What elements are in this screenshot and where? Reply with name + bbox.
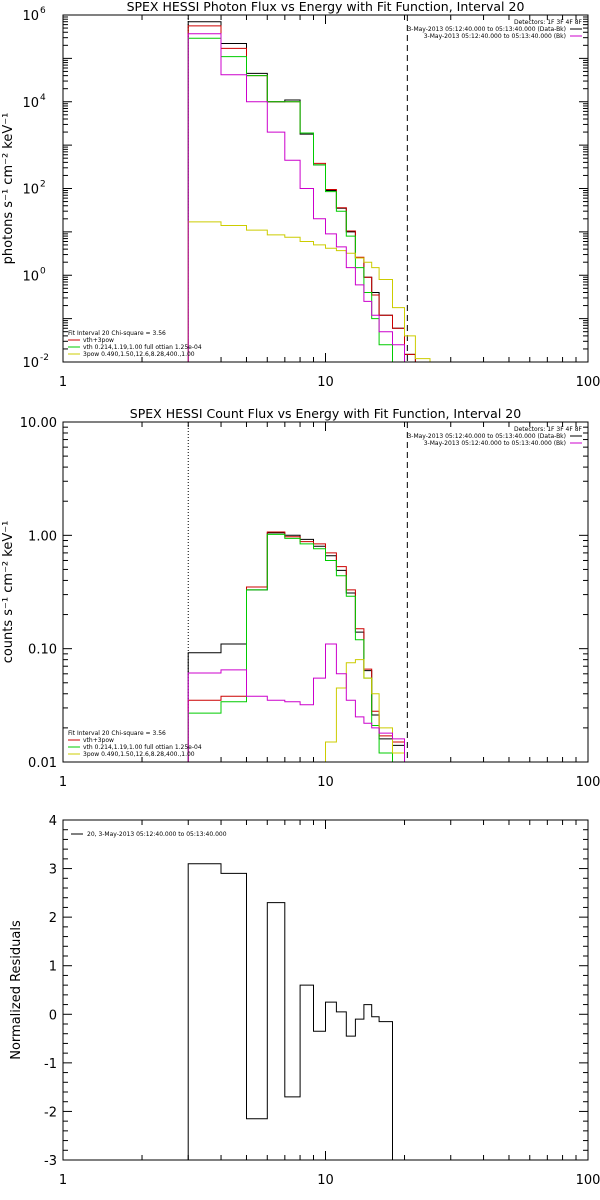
plot-area	[187, 863, 393, 1160]
x-tick-label: 100	[576, 775, 600, 790]
series-2-line	[187, 25, 416, 362]
legend-bottom-entry: vth 0.214,1.19,1.00 full ottian 1.25e-04	[83, 344, 202, 351]
legend-bottom-entry: vth 0.214,1.19,1.00 full ottian 1.25e-04	[83, 744, 202, 751]
y-tick-label: 10	[22, 269, 39, 284]
plot-frame	[62, 14, 589, 363]
plot-frame	[62, 819, 589, 1161]
y-axis-label: Normalized Residuals	[9, 920, 24, 1060]
series-5-line	[187, 33, 431, 362]
y-tick-label: 4	[49, 814, 57, 829]
y-tick-label: -2	[44, 1105, 57, 1120]
plot-area	[187, 531, 405, 762]
y-tick-label: 0	[49, 1008, 57, 1023]
y-tick-label: 10	[22, 356, 39, 371]
y-tick-exponent: 4	[40, 93, 46, 103]
y-tick-exponent: 2	[40, 180, 46, 190]
legend-bottom-entry: 3pow 0.490,1.50,12.6,8.28,400.,1.00	[83, 751, 195, 758]
legend-top-entry: Detectors: 1F 3F 4F 8F	[514, 19, 583, 26]
legend-top-entry: 3-May-2013 05:12:40.000 to 05:13:40.000 …	[407, 433, 566, 440]
legend-bottom-entry: Fit Interval 20 Chi-square = 3.56	[68, 330, 166, 337]
x-tick-label: 10	[317, 1173, 334, 1188]
chart-title: SPEX HESSI Photon Flux vs Energy with Fi…	[127, 0, 525, 14]
legend-top-entry: 3-May-2013 05:12:40.000 to 05:13:40.000 …	[407, 26, 566, 33]
x-tick-label: 100	[576, 1173, 600, 1188]
y-tick-label: 10.00	[20, 416, 57, 431]
series-3-line	[187, 37, 393, 362]
y-tick-label: 10	[22, 96, 39, 111]
legend-bottom-entry: 3pow 0.490,1.50,12.6,8.28,400.,1.00	[83, 351, 195, 358]
plot-area	[187, 21, 431, 362]
y-tick-label: 0.10	[28, 643, 57, 658]
y-axis-label: counts s⁻¹ cm⁻² keV⁻¹	[1, 521, 16, 664]
chart-panel-1: SPEX HESSI Photon Flux vs Energy with Fi…	[1, 0, 600, 390]
y-tick-exponent: 6	[40, 6, 46, 16]
legend-bottom-entry: vth+3pow	[83, 737, 114, 744]
y-tick-label: 1	[49, 960, 57, 975]
y-axis-label: photons s⁻¹ cm⁻² keV⁻¹	[1, 113, 16, 265]
series-5-line	[187, 643, 405, 762]
x-tick-label: 100	[576, 375, 600, 390]
y-tick-label: -1	[44, 1057, 57, 1072]
legend-top-entry: 3-May-2013 05:12:40.000 to 05:13:40.000 …	[424, 33, 566, 40]
chart-panel-3: 1 10 100 -3 -2 -1 0 1 2 3 4 Normalized Residuals 20,…	[9, 814, 600, 1188]
chart-title: SPEX HESSI Count Flux vs Energy with Fit…	[130, 406, 521, 421]
series-4-line	[313, 659, 405, 762]
y-tick-label: 10	[22, 183, 39, 198]
series-1-line	[187, 532, 405, 762]
y-tick-exponent: -2	[40, 353, 49, 363]
series-3-line	[187, 533, 405, 762]
y-tick-label: 1.00	[28, 529, 57, 544]
plot-frame	[62, 421, 589, 763]
x-tick-label: 1	[59, 375, 67, 390]
legend-bottom-entry: vth+3pow	[83, 337, 114, 344]
series-1-line	[187, 21, 416, 362]
y-tick-exponent: 0	[40, 266, 46, 276]
series-4-line	[187, 221, 431, 362]
chart-panel-2: SPEX HESSI Count Flux vs Energy with Fit…	[1, 406, 600, 790]
x-tick-label: 10	[317, 375, 334, 390]
y-tick-label: 2	[49, 911, 57, 926]
legend-top-entry: 3-May-2013 05:12:40.000 to 05:13:40.000 …	[424, 440, 566, 447]
y-tick-label: -3	[44, 1154, 57, 1169]
legend-entry: 20, 3-May-2013 05:12:40.000 to 05:13:40.…	[87, 831, 227, 838]
y-tick-label: 3	[49, 863, 57, 878]
y-tick-label: 0.01	[28, 756, 57, 771]
legend-top-entry: Detectors: 1F 3F 4F 8F	[514, 426, 583, 433]
legend-bottom-entry: Fit Interval 20 Chi-square = 3.56	[68, 730, 166, 737]
y-tick-label: 10	[22, 9, 39, 24]
x-tick-label: 1	[59, 1173, 67, 1188]
x-tick-label: 10	[317, 775, 334, 790]
series-2-line	[187, 531, 405, 762]
x-tick-label: 1	[59, 775, 67, 790]
series-1-line	[187, 863, 393, 1160]
